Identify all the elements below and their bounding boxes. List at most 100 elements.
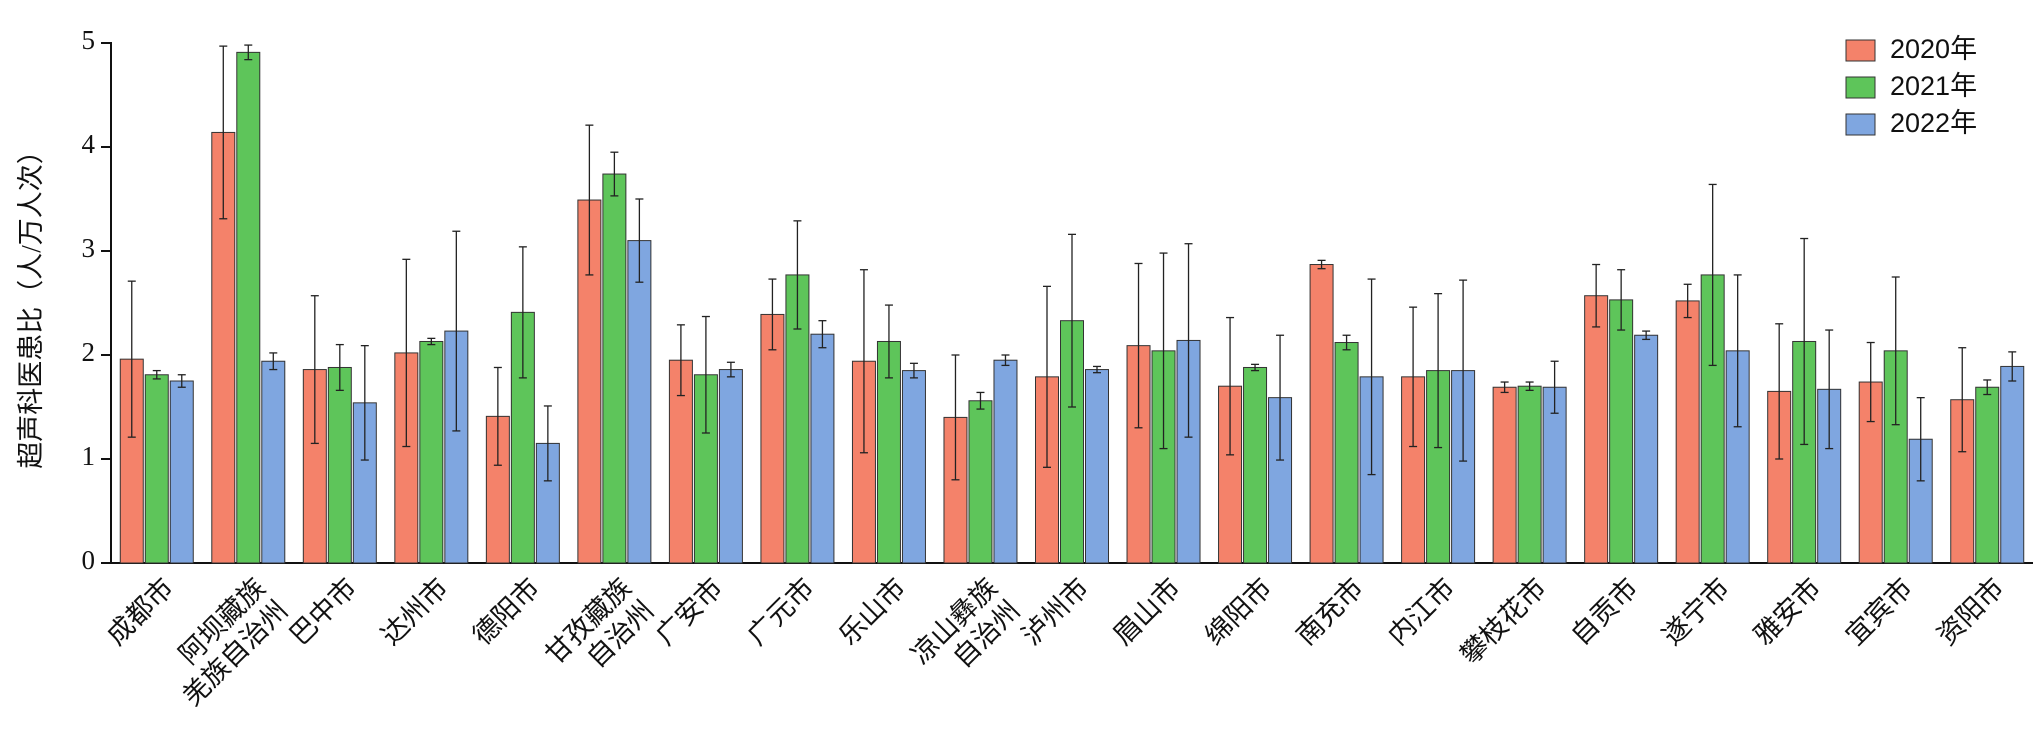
error-bar [1550,360,1559,414]
x-tick-label-group: 内江市 [1382,572,1460,650]
legend-label: 2021年 [1890,71,1977,101]
error-bar [1434,292,1443,449]
error-bar [360,344,369,461]
error-bar [585,124,594,276]
error-bar [1708,183,1717,367]
x-tick-label: 达州市 [375,572,453,650]
legend-label: 2020年 [1890,34,1977,64]
y-axis-label: 超声科医患比（人/万人次） [16,137,46,469]
error-bar [1317,259,1326,270]
error-bar [1800,237,1809,446]
error-bar [635,198,644,283]
x-tick-label-group: 巴中市 [284,572,362,650]
x-tick-label-group: 南充市 [1291,572,1369,650]
error-bar [1068,233,1076,408]
error-bar [335,343,344,392]
x-tick-label-group: 达州市 [375,572,453,650]
error-bar [244,44,253,61]
x-tick-label: 乐山市 [833,572,911,650]
x-tick-label: 眉山市 [1108,572,1186,650]
error-bar [1916,396,1925,482]
error-bar [1093,365,1101,374]
x-tick-label: 泸州市 [1016,572,1094,650]
error-bar [269,352,278,371]
error-bar [427,337,436,346]
x-tick-label-group: 雅安市 [1748,572,1826,650]
error-bar [1251,363,1260,372]
bar [236,51,261,564]
error-bar [1983,379,1992,396]
x-tick-label-group: 乐山市 [833,572,911,650]
error-bar [976,391,985,410]
legend-swatch [1845,113,1876,136]
x-tick-label: 内江市 [1382,572,1460,650]
bar [1492,386,1517,564]
error-bar [818,320,827,349]
error-bar [1184,243,1193,438]
x-tick-label: 巴中市 [284,572,362,650]
error-bar [518,246,527,379]
error-bar [1683,283,1692,319]
x-tick-label: 攀枝花市 [1455,572,1553,670]
error-bar [951,354,960,481]
error-bar [1733,274,1742,428]
bar [261,360,286,564]
x-tick-label: 成都市 [101,572,179,650]
bar [1243,366,1268,564]
error-bar [610,151,619,197]
error-bar [152,369,161,380]
x-tick-label-group: 自贡市 [1565,572,1643,650]
error-bar [1866,341,1875,423]
error-bar [1891,276,1900,426]
error-bar [884,304,893,379]
error-bar [1525,381,1534,392]
error-bar [493,366,502,466]
error-bar [701,315,710,434]
error-bar [1775,323,1784,460]
bar [968,400,993,564]
bar [901,370,926,564]
error-bar [219,45,228,220]
bar [1334,342,1359,564]
y-tick-label: 5 [82,25,96,55]
x-tick-label-group: 泸州市 [1016,572,1094,650]
error-bar [1459,279,1468,462]
bar [1975,386,2000,564]
error-bar [1500,381,1509,394]
error-bar [909,362,918,379]
bar [419,340,444,564]
bar [169,380,194,564]
bar [1675,300,1700,564]
x-tick-label-group: 遂宁市 [1657,572,1735,650]
legend-swatch [1845,39,1876,62]
error-bar [1276,334,1285,461]
x-tick-label: 资阳市 [1931,572,2009,650]
bar [602,173,627,564]
x-tick-label-group: 成都市 [101,572,179,650]
error-bar [2008,351,2017,382]
bar [1517,385,1542,564]
bar [810,333,835,564]
error-bar [127,280,136,438]
bar [993,359,1018,564]
error-bar [1958,347,1967,453]
error-bar [768,278,777,351]
legend-label: 2022年 [1890,108,1977,138]
bar [1634,334,1659,564]
x-tick-label: 宜宾市 [1840,572,1918,650]
x-tick-label-group: 宜宾市 [1840,572,1918,650]
x-tick-label: 自贡市 [1565,572,1643,650]
error-bar [1226,316,1235,456]
x-tick-label-group: 攀枝花市 [1455,572,1553,670]
bar [2000,365,2025,564]
x-tick-label: 德阳市 [467,572,545,650]
bar [1085,369,1109,564]
error-bar [1342,334,1351,351]
bar [144,374,169,564]
x-tick-label-group: 资阳市 [1931,572,2009,650]
error-bar [543,405,552,482]
bar [1609,299,1634,564]
x-tick-label: 广安市 [650,572,728,650]
